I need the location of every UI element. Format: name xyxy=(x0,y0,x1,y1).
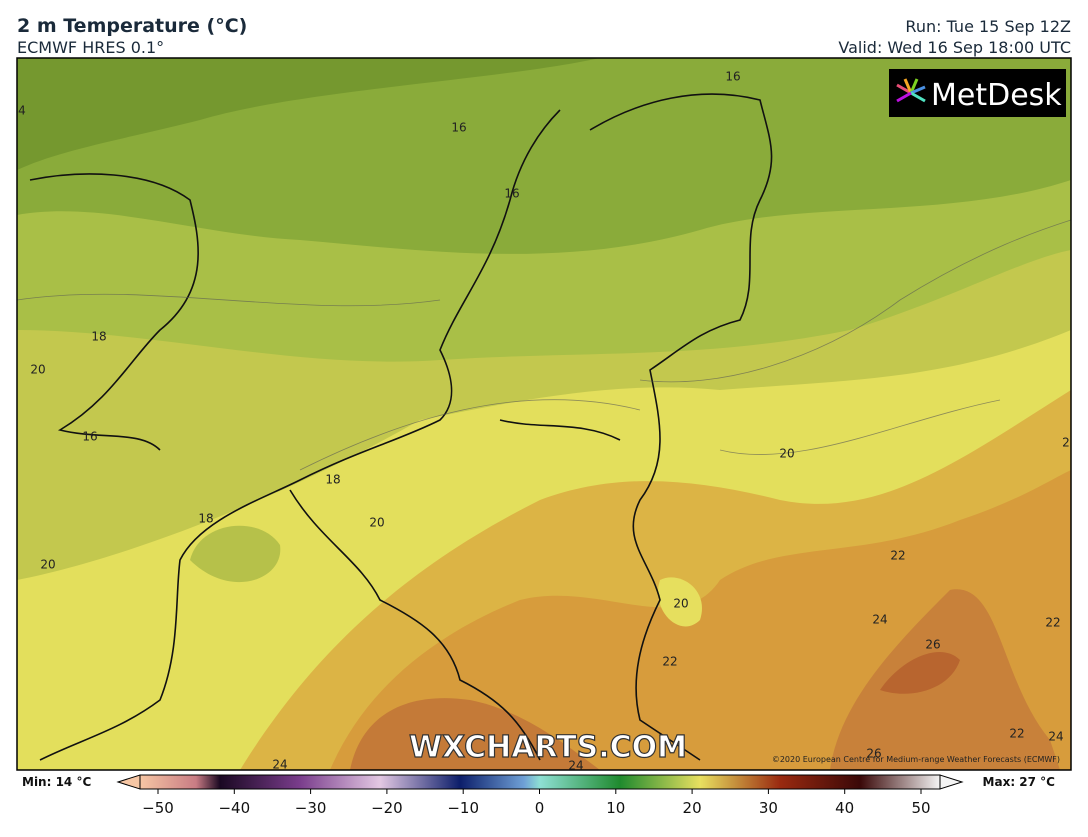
contour-label: 20 xyxy=(30,363,45,377)
contour-label: 26 xyxy=(925,638,940,652)
colorbar-max-arrow xyxy=(939,774,964,790)
logo-box xyxy=(889,69,1066,117)
valid-time: Valid: Wed 16 Sep 18:00 UTC xyxy=(838,38,1071,57)
contour-label: 2 xyxy=(1062,436,1070,450)
map-frame xyxy=(16,57,1072,771)
logo-text: MetDesk xyxy=(931,78,1062,113)
contour-label: 22 xyxy=(1009,727,1024,741)
colorbar-tick-label: −50 xyxy=(142,799,174,817)
contour-label: 16 xyxy=(82,430,97,444)
copyright: ©2020 European Centre for Medium-range W… xyxy=(772,755,1060,764)
model: ECMWF HRES 0.1° xyxy=(17,38,164,57)
contour-label: 20 xyxy=(40,558,55,572)
contour-label: 22 xyxy=(1045,616,1060,630)
colorbar xyxy=(139,774,941,790)
logo-icon xyxy=(896,78,926,103)
colorbar-tick-label: −30 xyxy=(295,799,327,817)
contour-label: 18 xyxy=(325,473,340,487)
max-label: Max: 27 °C xyxy=(983,775,1056,789)
colorbar-tick-label: −20 xyxy=(371,799,403,817)
title: 2 m Temperature (°C) xyxy=(17,15,247,37)
contour-label: 20 xyxy=(369,516,384,530)
contour-label: 24 xyxy=(1048,730,1063,744)
contour-label: 20 xyxy=(673,597,688,611)
run-time: Run: Tue 15 Sep 12Z xyxy=(905,17,1071,36)
colorbar-tick-label: 40 xyxy=(835,799,854,817)
colorbar-tick-label: 10 xyxy=(606,799,625,817)
contour-label: 22 xyxy=(890,549,905,563)
contour-label: 24 xyxy=(872,613,887,627)
contour-label: 18 xyxy=(91,330,106,344)
contour-label: 22 xyxy=(662,655,677,669)
contour-label: 26 xyxy=(866,747,881,761)
colorbar-min-arrow xyxy=(116,774,141,790)
contour-label: 24 xyxy=(568,759,583,773)
colorbar-tick-label: −10 xyxy=(447,799,479,817)
contour-label: 18 xyxy=(198,512,213,526)
min-label: Min: 14 °C xyxy=(22,775,91,789)
contour-label: 16 xyxy=(451,121,466,135)
colorbar-tick-label: −40 xyxy=(218,799,250,817)
colorbar-tick-label: 20 xyxy=(683,799,702,817)
contour-labels: 1616161641818182020202020222222222242424… xyxy=(18,70,1070,773)
contour-label: 20 xyxy=(779,447,794,461)
contour-label: 24 xyxy=(272,758,287,772)
colorbar-tick-label: 30 xyxy=(759,799,778,817)
colorbar-tick-label: 50 xyxy=(911,799,930,817)
watermark: WXCHARTS.COM xyxy=(409,730,687,765)
colorbar-ticks: −50 −40 −30 −20 −10 0 10 20 30 40 50 xyxy=(142,789,931,817)
colorbar-tick-label: 0 xyxy=(535,799,545,817)
map xyxy=(17,58,1071,770)
contour-label: 16 xyxy=(725,70,740,84)
contour-label: 4 xyxy=(18,104,26,118)
contour-label: 16 xyxy=(504,187,519,201)
